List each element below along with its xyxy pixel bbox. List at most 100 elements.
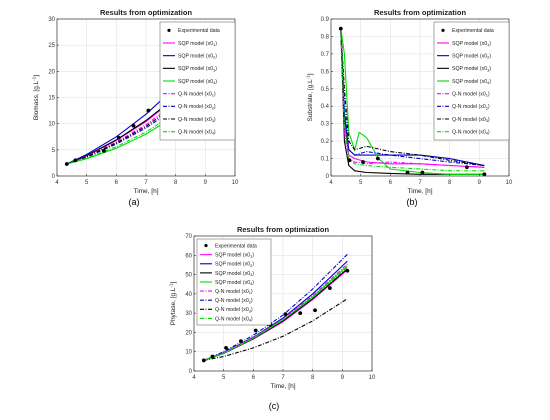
legend-label: Experimental data — [452, 28, 494, 34]
legend-label: Q-N model (x01) — [215, 289, 253, 295]
y-tick-label: 0.4 — [321, 104, 330, 110]
chart-title: Results from optimization — [374, 8, 467, 17]
y-axis-label: Biomass, [g.L-1] — [32, 75, 41, 120]
legend-label: Q-N model (x02) — [452, 104, 490, 110]
legend-label: SQP model (x01) — [215, 253, 254, 259]
series-line-7 — [203, 298, 348, 361]
legend-marker-experimental — [167, 28, 171, 32]
y-tick-label: 0 — [189, 369, 193, 375]
legend-label: SQP model (x04) — [178, 79, 217, 85]
legend-label: SQP model (x02) — [452, 54, 491, 60]
y-tick-label: 70 — [185, 234, 192, 240]
experimental-point — [64, 162, 69, 166]
x-tick-label: 7 — [418, 180, 422, 186]
experimental-point — [283, 312, 288, 317]
chart-title: Results from optimization — [237, 225, 330, 234]
legend-label: Q-N model (x03) — [452, 117, 490, 123]
x-tick-label: 8 — [448, 180, 452, 186]
legend-label: Q-N model (x03) — [178, 117, 216, 123]
legend-label: SQP model (x01) — [178, 41, 217, 47]
chart-panel-1: Results from optimization 4 5 6 7 8 9 10 0 5 10 15 2… — [32, 8, 239, 207]
x-tick-label: 9 — [478, 180, 482, 186]
experimental-point — [201, 358, 206, 363]
legend-label: SQP model (x02) — [215, 262, 254, 268]
y-tick-label: 0.6 — [321, 69, 330, 75]
series-line-3 — [340, 28, 485, 175]
experimental-point — [405, 170, 410, 175]
legend-label: Experimental data — [215, 243, 257, 249]
y-tick-label: 30 — [48, 17, 55, 23]
legend-label: SQP model (x03) — [178, 66, 217, 72]
y-tick-label: 20 — [185, 330, 192, 336]
x-tick-label: 10 — [232, 180, 239, 186]
experimental-point — [420, 170, 425, 175]
y-tick-label: 0.1 — [321, 157, 330, 163]
y-tick-label: 0.9 — [321, 17, 330, 23]
legend-label: Q-N model (x02) — [178, 104, 216, 110]
experimental-point — [116, 135, 121, 140]
series-line-2 — [340, 28, 485, 167]
chart-title: Results from optimization — [100, 8, 193, 17]
panel-caption: (a) — [129, 197, 140, 207]
legend-label: Q-N model (x04) — [215, 316, 253, 322]
experimental-point — [347, 158, 352, 163]
legend: Experimental data SQP model (x01) SQP mode… — [159, 21, 236, 141]
experimental-point — [345, 268, 350, 273]
y-tick-label: 30 — [185, 311, 192, 317]
x-tick-label: 10 — [369, 375, 376, 381]
legend-label: SQP model (x01) — [452, 41, 491, 47]
experimental-point — [73, 158, 78, 163]
x-tick-label: 7 — [144, 180, 148, 186]
x-tick-label: 5 — [85, 180, 89, 186]
y-tick-label: 5 — [52, 148, 56, 154]
x-axis-label: Time, [h] — [133, 188, 158, 195]
legend-label: SQP model (x04) — [215, 280, 254, 286]
experimental-point — [361, 160, 365, 164]
series-line-8 — [203, 266, 348, 361]
experimental-point — [238, 339, 243, 344]
x-tick-label: 7 — [281, 375, 285, 381]
legend-label: SQP model (x02) — [178, 54, 217, 60]
legend-marker-experimental — [441, 28, 445, 32]
legend-label: Q-N model (x04) — [452, 130, 490, 136]
panel-caption: (b) — [407, 197, 418, 207]
y-tick-label: 10 — [185, 350, 192, 356]
chart-panel-2: Results from optimization 4 5 6 7 8 9 10 0 0.1 0.2… — [306, 8, 513, 207]
experimental-point — [375, 156, 380, 161]
y-tick-label: 15 — [48, 96, 55, 102]
y-tick-label: 50 — [185, 273, 192, 279]
experimental-point — [464, 165, 469, 170]
legend-label: Q-N model (x01) — [178, 92, 216, 98]
x-tick-label: 6 — [115, 180, 119, 186]
series-line-4 — [340, 28, 485, 175]
experimental-point — [313, 308, 317, 313]
y-axis-label: Phytase, [g.L-1] — [169, 281, 178, 325]
legend-label: SQP model (x04) — [452, 79, 491, 85]
x-tick-label: 4 — [329, 180, 333, 186]
x-tick-label: 10 — [506, 180, 513, 186]
panel-caption: (c) — [269, 401, 280, 411]
experimental-point — [482, 172, 487, 177]
y-tick-label: 10 — [48, 122, 55, 128]
experimental-point — [210, 354, 215, 359]
experimental-point — [131, 123, 136, 128]
y-tick-label: 0.5 — [321, 87, 330, 93]
y-tick-label: 60 — [185, 253, 192, 259]
x-tick-label: 9 — [341, 375, 345, 381]
experimental-point — [298, 311, 303, 316]
series-line-5 — [340, 28, 485, 168]
series-line-6 — [340, 28, 485, 167]
legend-label: SQP model (x03) — [452, 66, 491, 72]
x-tick-label: 4 — [192, 375, 196, 381]
experimental-point — [253, 328, 258, 333]
experimental-point — [327, 286, 332, 290]
x-tick-label: 4 — [55, 180, 59, 186]
legend: Experimental data SQP model (x01) SQP mode… — [433, 21, 510, 141]
experimental-point — [101, 148, 106, 153]
experimental-point — [338, 26, 343, 31]
y-tick-label: 0 — [52, 174, 56, 180]
x-axis-label: Time, [h] — [270, 383, 295, 390]
y-axis-label: Substrate, [g.L-1] — [306, 73, 315, 121]
legend-label: Experimental data — [178, 28, 220, 34]
